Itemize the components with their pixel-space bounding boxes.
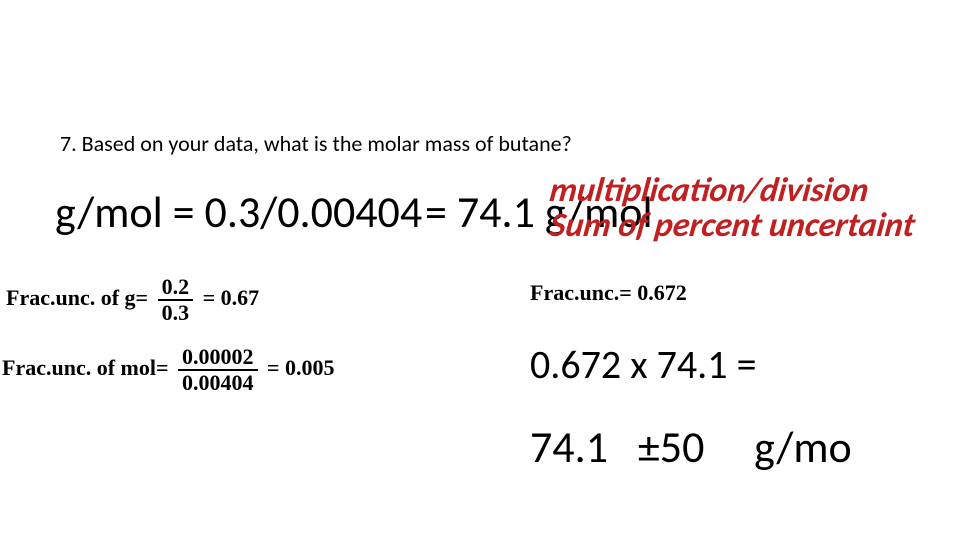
frac-unc-total: Frac.unc.= 0.672 — [530, 280, 687, 306]
frac-unc-mol: Frac.unc. of mol= 0.00002 0.00404 = 0.00… — [2, 345, 335, 395]
frac-unc-g: Frac.unc. of g= 0.2 0.3 = 0.67 — [6, 275, 259, 325]
result-line: 74.1 ±50 g/mo — [530, 420, 852, 474]
frac-unc-mol-label: Frac.unc. of mol= — [2, 355, 169, 380]
frac-unc-mol-eq: = 0.005 — [267, 355, 335, 380]
frac-unc-g-num: 0.2 — [158, 275, 194, 301]
frac-unc-g-eq: = 0.67 — [203, 285, 260, 310]
frac-unc-g-fraction: 0.2 0.3 — [158, 275, 194, 325]
frac-unc-g-label: Frac.unc. of g= — [6, 285, 148, 310]
main-equation-lhs: g/mol = 0.3/0.00404 — [55, 185, 422, 239]
calc-line: 0.672 x 74.1 = — [530, 340, 756, 389]
rule-line-2: Sum of percent uncertaint — [547, 205, 917, 246]
result-pm: ±50 — [638, 420, 705, 474]
result-unit: g/mo — [754, 420, 852, 474]
frac-unc-mol-den: 0.00404 — [178, 371, 258, 395]
frac-unc-g-den: 0.3 — [158, 301, 194, 325]
result-value: 74.1 — [530, 420, 608, 474]
frac-unc-mol-fraction: 0.00002 0.00404 — [178, 345, 258, 395]
question-text: 7. Based on your data, what is the molar… — [60, 130, 572, 157]
frac-unc-mol-num: 0.00002 — [178, 345, 258, 371]
slide: 7. Based on your data, what is the molar… — [0, 0, 960, 540]
